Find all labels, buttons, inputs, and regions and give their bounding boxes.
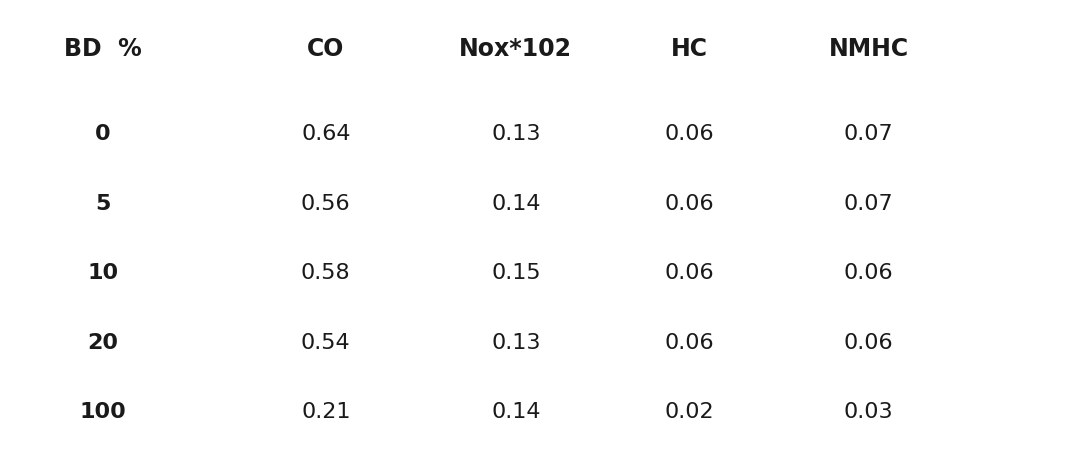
Text: 0.02: 0.02 xyxy=(665,402,715,422)
Text: 0.15: 0.15 xyxy=(491,263,541,283)
Text: 0: 0 xyxy=(96,124,111,144)
Text: 0.56: 0.56 xyxy=(301,194,351,213)
Text: 0.54: 0.54 xyxy=(301,333,351,352)
Text: 0.06: 0.06 xyxy=(665,263,715,283)
Text: 0.06: 0.06 xyxy=(665,124,715,144)
Text: 0.64: 0.64 xyxy=(301,124,351,144)
Text: 0.07: 0.07 xyxy=(844,124,894,144)
Text: 0.06: 0.06 xyxy=(844,333,894,352)
Text: 0.13: 0.13 xyxy=(491,333,541,352)
Text: Nox*102: Nox*102 xyxy=(459,37,572,62)
Text: 20: 20 xyxy=(88,333,118,352)
Text: 0.14: 0.14 xyxy=(491,194,541,213)
Text: BD  %: BD % xyxy=(64,37,142,62)
Text: NMHC: NMHC xyxy=(829,37,909,62)
Text: 0.06: 0.06 xyxy=(665,333,715,352)
Text: 0.14: 0.14 xyxy=(491,402,541,422)
Text: 0.21: 0.21 xyxy=(301,402,351,422)
Text: 0.06: 0.06 xyxy=(844,263,894,283)
Text: 0.07: 0.07 xyxy=(844,194,894,213)
Text: 5: 5 xyxy=(96,194,111,213)
Text: 0.13: 0.13 xyxy=(491,124,541,144)
Text: 100: 100 xyxy=(79,402,127,422)
Text: 0.58: 0.58 xyxy=(301,263,351,283)
Text: 10: 10 xyxy=(88,263,118,283)
Text: HC: HC xyxy=(671,37,708,62)
Text: 0.06: 0.06 xyxy=(665,194,715,213)
Text: 0.03: 0.03 xyxy=(844,402,894,422)
Text: CO: CO xyxy=(307,37,344,62)
